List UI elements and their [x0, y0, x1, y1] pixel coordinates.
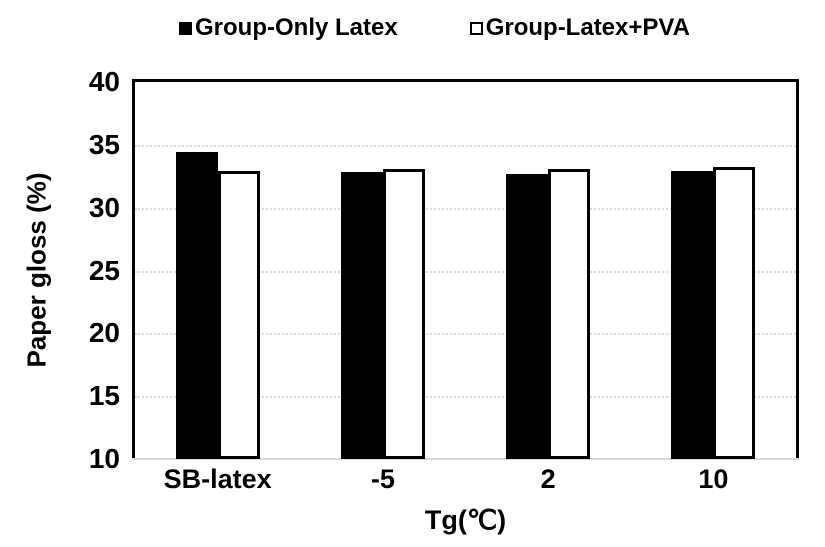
x-tick-label: -5 — [370, 464, 395, 494]
x-tick-label: 2 — [540, 464, 556, 494]
y-tick-label: 30 — [88, 191, 120, 223]
bar-hollow — [713, 167, 756, 459]
gridline-15 — [135, 396, 796, 399]
legend-item-only-latex: Group-Only Latex — [179, 14, 398, 42]
plot-border-right — [796, 79, 799, 460]
bar-hollow — [548, 168, 591, 459]
bar-filled — [175, 152, 218, 459]
bar-filled — [671, 171, 714, 459]
y-axis-line — [132, 79, 135, 460]
y-tick-label: 40 — [88, 66, 120, 97]
gridline-30 — [135, 207, 796, 210]
x-tick-label: 10 — [698, 464, 729, 494]
y-tick-label: 35 — [88, 128, 120, 160]
y-axis-title: Paper gloss (%) — [21, 172, 52, 368]
plot-area — [135, 82, 796, 459]
x-axis-line — [132, 458, 799, 460]
hollow-square-icon — [469, 21, 483, 35]
bar-hollow — [217, 171, 260, 459]
y-tick-label: 20 — [88, 317, 120, 349]
y-tick-label: 25 — [88, 254, 120, 286]
legend-label-latex-pva: Group-Latex+PVA — [485, 14, 690, 41]
x-axis-title: Tg(℃) — [424, 505, 507, 535]
y-tick-label: 15 — [88, 380, 120, 412]
x-tick-label: SB-latex — [163, 464, 272, 494]
bar-filled — [506, 173, 549, 459]
legend-label-only-latex: Group-Only Latex — [195, 14, 398, 41]
gridline-20 — [135, 333, 796, 336]
gridline-25 — [135, 270, 796, 273]
y-tick-label: 10 — [88, 443, 120, 474]
filled-square-icon — [179, 21, 193, 35]
legend-item-latex-pva: Group-Latex+PVA — [469, 14, 690, 42]
legend: Group-Only Latex Group-Latex+PVA — [22, 14, 825, 42]
bar-filled — [340, 172, 383, 459]
gridline-35 — [135, 144, 796, 147]
bar-hollow — [382, 168, 425, 459]
plot-border-top — [132, 79, 799, 82]
